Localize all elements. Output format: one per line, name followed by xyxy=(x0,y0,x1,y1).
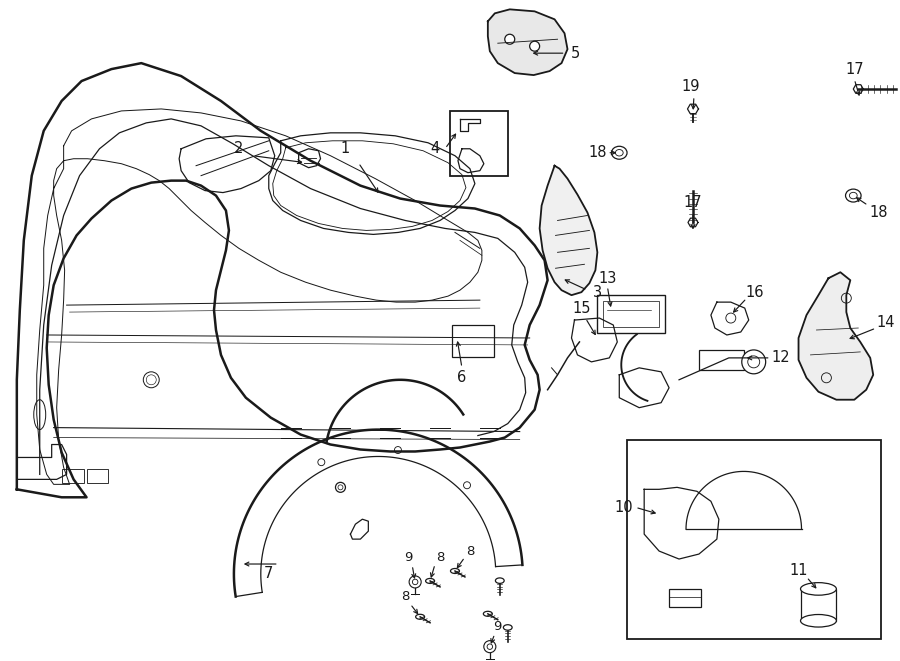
Ellipse shape xyxy=(503,625,512,630)
Bar xyxy=(86,469,108,483)
Polygon shape xyxy=(540,166,598,295)
Text: 18: 18 xyxy=(588,145,607,160)
Ellipse shape xyxy=(845,189,861,202)
Ellipse shape xyxy=(800,615,836,627)
Polygon shape xyxy=(488,9,568,75)
Circle shape xyxy=(505,34,515,44)
Circle shape xyxy=(530,41,540,51)
Circle shape xyxy=(410,576,421,588)
Circle shape xyxy=(742,350,766,374)
Text: 15: 15 xyxy=(572,301,590,315)
Ellipse shape xyxy=(611,146,627,159)
Bar xyxy=(598,295,665,333)
Text: 16: 16 xyxy=(745,285,764,299)
Bar xyxy=(452,325,494,357)
Bar xyxy=(627,440,881,639)
Circle shape xyxy=(484,641,496,652)
Polygon shape xyxy=(688,218,698,227)
Text: 18: 18 xyxy=(868,205,887,220)
Text: 2: 2 xyxy=(234,141,244,156)
Bar xyxy=(669,589,701,607)
Text: 14: 14 xyxy=(877,315,896,330)
Polygon shape xyxy=(853,85,863,93)
Polygon shape xyxy=(572,318,617,362)
Text: 8: 8 xyxy=(401,590,410,603)
Polygon shape xyxy=(350,519,368,539)
Text: 19: 19 xyxy=(681,79,700,94)
Ellipse shape xyxy=(800,582,836,595)
Polygon shape xyxy=(644,487,719,559)
Polygon shape xyxy=(619,368,669,408)
Polygon shape xyxy=(299,149,320,168)
Ellipse shape xyxy=(483,611,492,616)
Text: 8: 8 xyxy=(436,551,445,564)
Text: 6: 6 xyxy=(457,370,466,385)
Ellipse shape xyxy=(495,578,504,584)
Text: 9: 9 xyxy=(404,551,412,564)
Text: 5: 5 xyxy=(571,46,580,61)
Bar xyxy=(61,469,84,483)
Bar xyxy=(800,589,836,621)
Text: 11: 11 xyxy=(789,563,808,578)
Text: 8: 8 xyxy=(465,545,474,558)
Bar xyxy=(699,350,743,370)
Text: 10: 10 xyxy=(614,500,633,515)
Ellipse shape xyxy=(416,614,425,619)
Ellipse shape xyxy=(451,568,460,574)
Ellipse shape xyxy=(426,578,435,584)
Text: 17: 17 xyxy=(684,195,702,210)
Text: 4: 4 xyxy=(430,141,440,156)
Polygon shape xyxy=(460,119,480,131)
Bar xyxy=(603,301,659,327)
Text: 3: 3 xyxy=(593,285,602,299)
Text: 1: 1 xyxy=(341,141,350,156)
Polygon shape xyxy=(711,302,749,335)
Text: 7: 7 xyxy=(264,566,274,582)
Circle shape xyxy=(336,483,346,492)
Polygon shape xyxy=(688,104,698,114)
Text: 9: 9 xyxy=(493,620,502,633)
Polygon shape xyxy=(798,272,873,400)
Polygon shape xyxy=(458,149,484,173)
Circle shape xyxy=(143,372,159,388)
Text: 12: 12 xyxy=(771,350,790,366)
Bar xyxy=(450,111,508,176)
Text: 13: 13 xyxy=(598,271,616,286)
Text: 17: 17 xyxy=(845,61,864,77)
Ellipse shape xyxy=(34,400,46,430)
